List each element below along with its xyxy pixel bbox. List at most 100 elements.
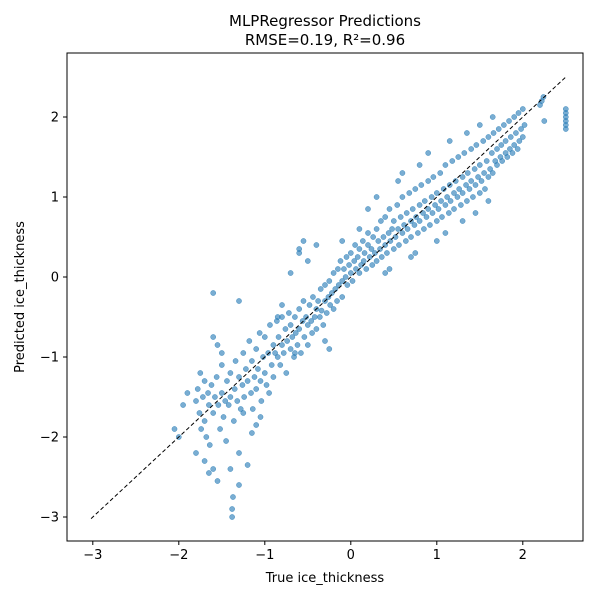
data-point [373,258,380,264]
data-point [395,226,401,232]
data-point [236,374,242,380]
data-point [504,154,511,160]
data-point [283,370,290,376]
data-point [425,150,432,156]
data-point [368,246,375,252]
data-point [447,198,454,204]
y-tick-label: −3 [40,511,59,526]
data-point [472,182,479,188]
data-point [483,158,490,164]
data-point [485,174,492,180]
data-point [240,410,247,416]
data-point [409,206,416,212]
data-point [289,334,296,340]
data-point [472,210,479,216]
x-tick-label: −3 [83,548,102,563]
data-point [399,230,406,236]
data-point [214,478,221,484]
data-point [255,366,261,372]
data-point [356,226,363,232]
data-point [373,226,380,232]
data-point [210,290,217,296]
data-point [227,370,234,376]
data-point [203,434,210,440]
data-point [274,314,281,320]
data-point [402,238,409,244]
data-point [300,298,307,304]
data-point [516,138,523,144]
data-point [317,286,324,292]
data-point [298,350,304,356]
data-point [210,410,217,416]
data-point [239,382,246,388]
data-point [215,402,222,408]
data-point [344,282,351,288]
data-point [515,110,522,116]
data-point [394,202,401,208]
data-point [416,162,423,168]
ticks-layer: −3 −2 −1 0 1 2 −3 −2 −1 0 1 2 [40,111,527,564]
data-point [455,154,462,160]
data-point [442,202,449,208]
data-point [232,358,239,364]
data-point [464,198,470,204]
data-point [476,122,483,128]
data-point [286,310,292,316]
data-point [337,258,344,264]
data-point [360,258,367,264]
data-point [501,122,507,128]
data-point [356,270,363,276]
data-point [495,126,502,132]
data-point [421,226,427,232]
data-point [198,426,205,432]
data-point [244,462,251,468]
data-point [507,146,513,152]
data-point [258,398,265,404]
data-point [416,202,423,208]
y-tick-label: 2 [51,111,59,126]
data-point [480,138,487,144]
data-point [380,234,387,240]
data-point [372,250,378,256]
x-tick-label: 2 [519,548,527,563]
data-point [339,238,346,244]
data-point [300,238,307,244]
data-point [284,338,291,344]
data-point [365,242,371,248]
data-point [481,170,487,176]
data-point [378,218,384,224]
data-point [270,342,277,348]
data-point [423,214,430,220]
data-point [229,514,235,520]
data-point [318,307,325,314]
data-point [229,506,235,512]
data-point [363,266,370,272]
data-point [458,202,464,208]
data-point [315,298,321,304]
data-point [184,390,191,396]
plot-area-frame [66,52,584,542]
data-point [279,302,285,308]
data-point [386,206,393,212]
data-point [420,210,426,216]
data-point [489,170,496,176]
data-point [212,394,218,400]
data-point [343,254,350,260]
data-point [225,402,232,408]
data-point [490,130,497,136]
data-point [309,330,315,336]
data-point [378,254,385,260]
data-point [416,218,423,224]
x-axis-label: True ice_thickness [265,571,385,586]
data-point [425,206,432,212]
data-point [270,374,277,380]
data-point [494,146,500,152]
data-point [227,466,234,472]
data-point [433,218,440,224]
data-point [375,238,382,244]
data-point [210,334,217,340]
data-point [261,370,268,376]
data-point [227,394,234,400]
data-point [494,162,500,168]
